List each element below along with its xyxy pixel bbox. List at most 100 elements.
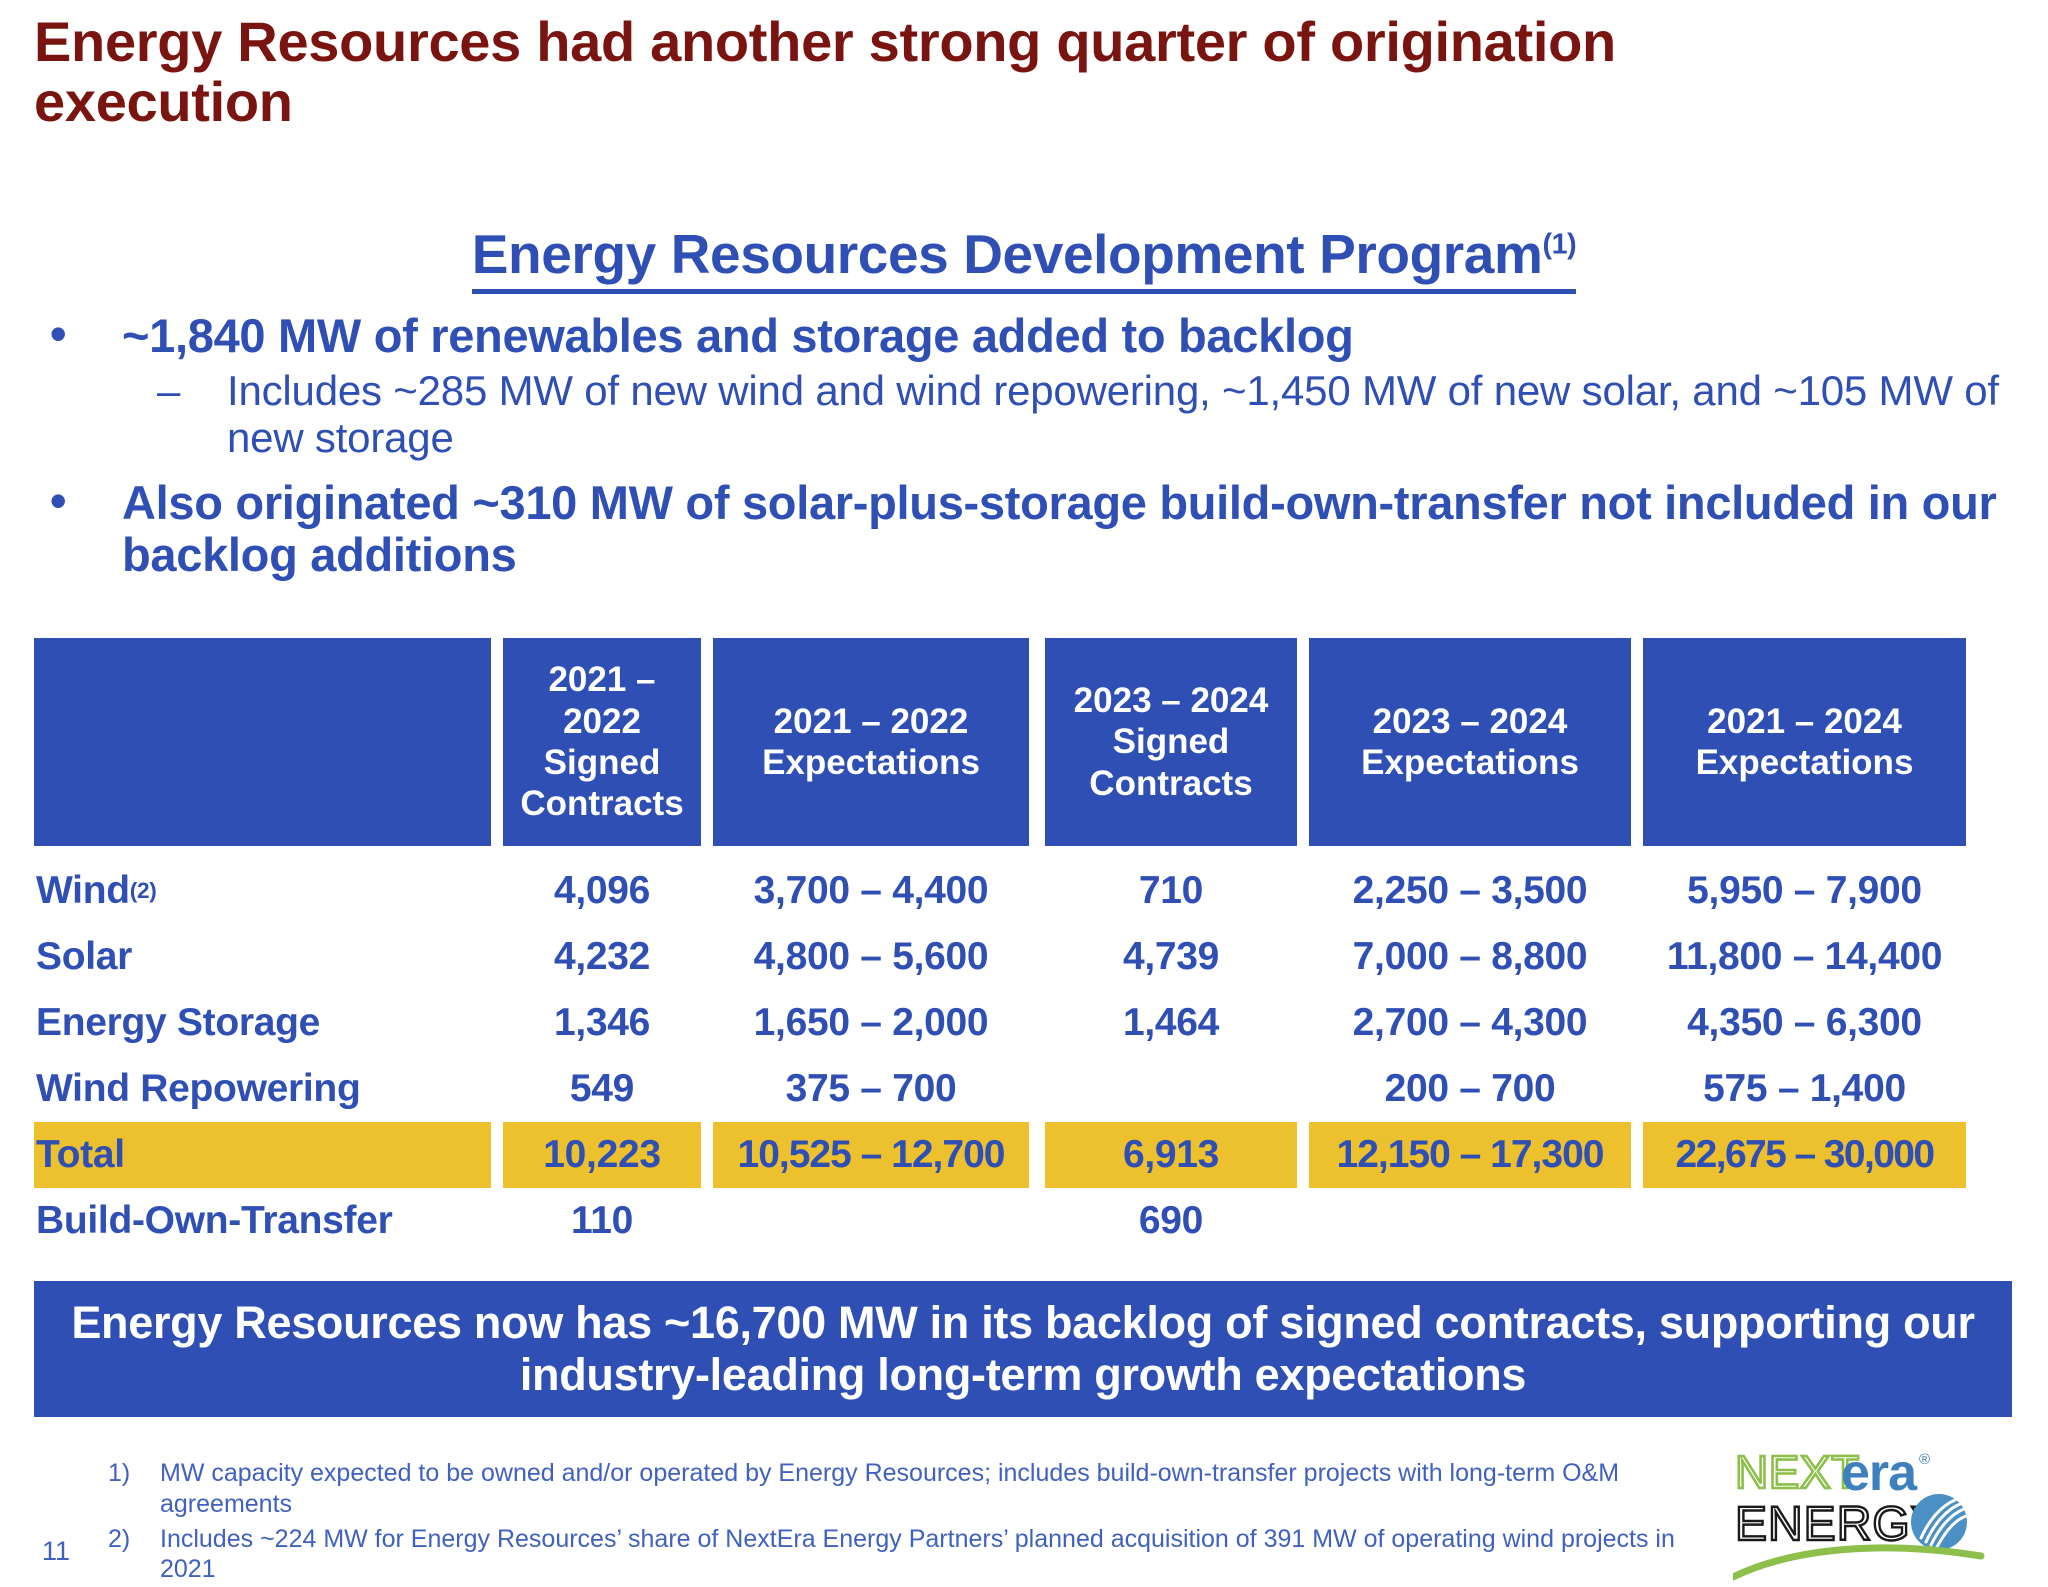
cell-2023-2024-expectations: 2,700 – 4,300 (1352, 1001, 1588, 1044)
column-divider (1631, 1122, 1643, 1188)
table-row-total: Total 10,223 10,525 – 12,700 6,913 12,15… (34, 1122, 2014, 1188)
column-divider (491, 1056, 503, 1122)
page-title: Energy Resources had another strong quar… (34, 10, 1616, 134)
cell-2023-2024-signed: 1,464 (1122, 1001, 1220, 1044)
footnote-number: 2) (108, 1524, 131, 1553)
cell-2021-2022-signed: 4,096 (553, 869, 651, 912)
column-divider (1297, 924, 1309, 990)
header-cell-2021-2024-expectations: 2021 – 2024 Expectations (1643, 638, 1966, 846)
column-group-divider (1029, 990, 1045, 1056)
column-divider (701, 1056, 713, 1122)
header-cell-blank (34, 638, 491, 846)
bullet-text: ~1,840 MW of renewables and storage adde… (122, 309, 1354, 362)
header-line-1: 2023 – 2024 (1073, 681, 1269, 721)
bullet-item-3: • Also originated ~310 MW of solar-plus-… (20, 473, 2030, 582)
column-group-divider (1029, 924, 1045, 990)
bullet-text: Also originated ~310 MW of solar-plus-st… (122, 475, 1997, 582)
header-cell-2023-2024-expectations: 2023 – 2024 Expectations (1309, 638, 1631, 846)
column-divider (701, 990, 713, 1056)
column-divider (701, 858, 713, 924)
cell-2023-2024-signed: 710 (1138, 869, 1204, 912)
column-group-divider (1029, 858, 1045, 924)
header-line-2: Expectations (762, 743, 980, 782)
cell-2023-2024-expectations: 2,250 – 3,500 (1352, 869, 1588, 912)
header-line-1: 2021 – 2022 (548, 660, 656, 741)
logo-word-next: NEXT (1735, 1446, 1860, 1498)
logo-word-era: era (1841, 1444, 1918, 1502)
logo-word-energy: ENERGY (1735, 1498, 1944, 1551)
cell-2021-2022-expectations: 10,525 – 12,700 (713, 1122, 1029, 1188)
cell-2021-2022-signed: 1,346 (553, 1001, 651, 1044)
row-label: Solar (36, 935, 133, 978)
table-row: Wind Repowering 549 375 – 700 200 – 700 … (34, 1056, 2014, 1122)
bullet-list: • ~1,840 MW of renewables and storage ad… (20, 307, 2030, 586)
column-divider (491, 1188, 503, 1254)
cell-2023-2024-signed: 4,739 (1122, 935, 1220, 978)
header-line-2: Expectations (1695, 743, 1914, 782)
column-group-divider (1029, 1056, 1045, 1122)
cell-2021-2022-signed: 110 (570, 1199, 634, 1242)
logo-sun-icon (1911, 1494, 1968, 1550)
cell-2021-2022-signed: 10,223 (503, 1122, 701, 1188)
column-divider (1297, 990, 1309, 1056)
footnote-number: 1) (108, 1459, 131, 1487)
row-label: Total (34, 1122, 491, 1188)
section-heading-text: Energy Resources Development Program (471, 223, 1543, 285)
cell-2021-2022-signed: 549 (569, 1067, 635, 1110)
table-row: Solar 4,232 4,800 – 5,600 4,739 7,000 – … (34, 924, 2014, 990)
footnote-text: MW capacity expected to be owned and/or … (160, 1459, 1620, 1518)
column-divider (1631, 1188, 1643, 1254)
table-row-build-own-transfer: Build-Own-Transfer 110 690 (34, 1188, 2014, 1254)
table-row: Energy Storage 1,346 1,650 – 2,000 1,464… (34, 990, 2014, 1056)
column-divider (1631, 638, 1643, 846)
row-label: Wind Repowering (36, 1067, 361, 1110)
cell-2023-2024-expectations: 7,000 – 8,800 (1352, 935, 1588, 978)
column-divider (701, 1122, 713, 1188)
header-line-1: 2021 – 2022 (773, 701, 969, 741)
column-divider (491, 858, 503, 924)
column-divider (1297, 1122, 1309, 1188)
logo-svg: NEXT era ® ENERGY (1729, 1444, 1985, 1581)
row-label-text: Wind (36, 869, 130, 912)
cell-2021-2024-expectations: 22,675 – 30,000 (1643, 1122, 1966, 1188)
footnote-item: 2) Includes ~224 MW for Energy Resources… (108, 1524, 1708, 1586)
bullet-item-1: • ~1,840 MW of renewables and storage ad… (20, 307, 2030, 363)
cell-2021-2022-expectations: 4,800 – 5,600 (753, 935, 989, 978)
cell-2021-2022-signed: 4,232 (553, 935, 651, 978)
header-cell-2021-2022-signed-contracts: 2021 – 2022 Signed Contracts (503, 638, 701, 846)
header-line-2: Expectations (1361, 743, 1579, 782)
column-divider (701, 1188, 713, 1254)
cell-2021-2024-expectations: 575 – 1,400 (1703, 1067, 1906, 1110)
column-divider (1297, 1056, 1309, 1122)
section-heading: Energy Resources Development Program(1) (0, 222, 2048, 294)
footnote-item: 1) MW capacity expected to be owned and/… (108, 1458, 1708, 1520)
cell-2021-2022-expectations: 375 – 700 (785, 1067, 957, 1110)
cell-2023-2024-expectations (1309, 1188, 1631, 1254)
callout-banner: Energy Resources now has ~16,700 MW in i… (34, 1281, 2012, 1417)
cell-2021-2024-expectations: 4,350 – 6,300 (1687, 1001, 1922, 1044)
header-line-2: Signed (543, 743, 661, 782)
column-divider (1631, 858, 1643, 924)
bullet-marker: – (157, 366, 181, 414)
row-label: Wind (2) (36, 869, 157, 912)
header-line-3: Contracts (520, 784, 684, 824)
column-divider (491, 1122, 503, 1188)
bullet-item-2: – Includes ~285 MW of new wind and wind … (20, 367, 2030, 461)
header-line-1: 2021 – 2024 (1707, 701, 1902, 741)
bullet-marker: • (50, 307, 67, 360)
cell-2021-2024-expectations: 5,950 – 7,900 (1687, 869, 1922, 912)
cell-2023-2024-signed: 6,913 (1045, 1122, 1297, 1188)
table-row: Wind (2) 4,096 3,700 – 4,400 710 2,250 – … (34, 858, 2014, 924)
column-divider (491, 990, 503, 1056)
column-group-divider (1029, 638, 1045, 846)
column-divider (491, 924, 503, 990)
cell-2021-2022-expectations (713, 1188, 1029, 1254)
bullet-marker: • (50, 473, 67, 527)
cell-2021-2022-expectations: 1,650 – 2,000 (753, 1001, 989, 1044)
cell-2021-2024-expectations: 11,800 – 14,400 (1666, 935, 1943, 978)
cell-2021-2024-expectations (1643, 1188, 1966, 1254)
logo-registered-mark: ® (1919, 1451, 1930, 1468)
column-divider (701, 924, 713, 990)
cell-2023-2024-signed: 690 (1138, 1199, 1204, 1242)
